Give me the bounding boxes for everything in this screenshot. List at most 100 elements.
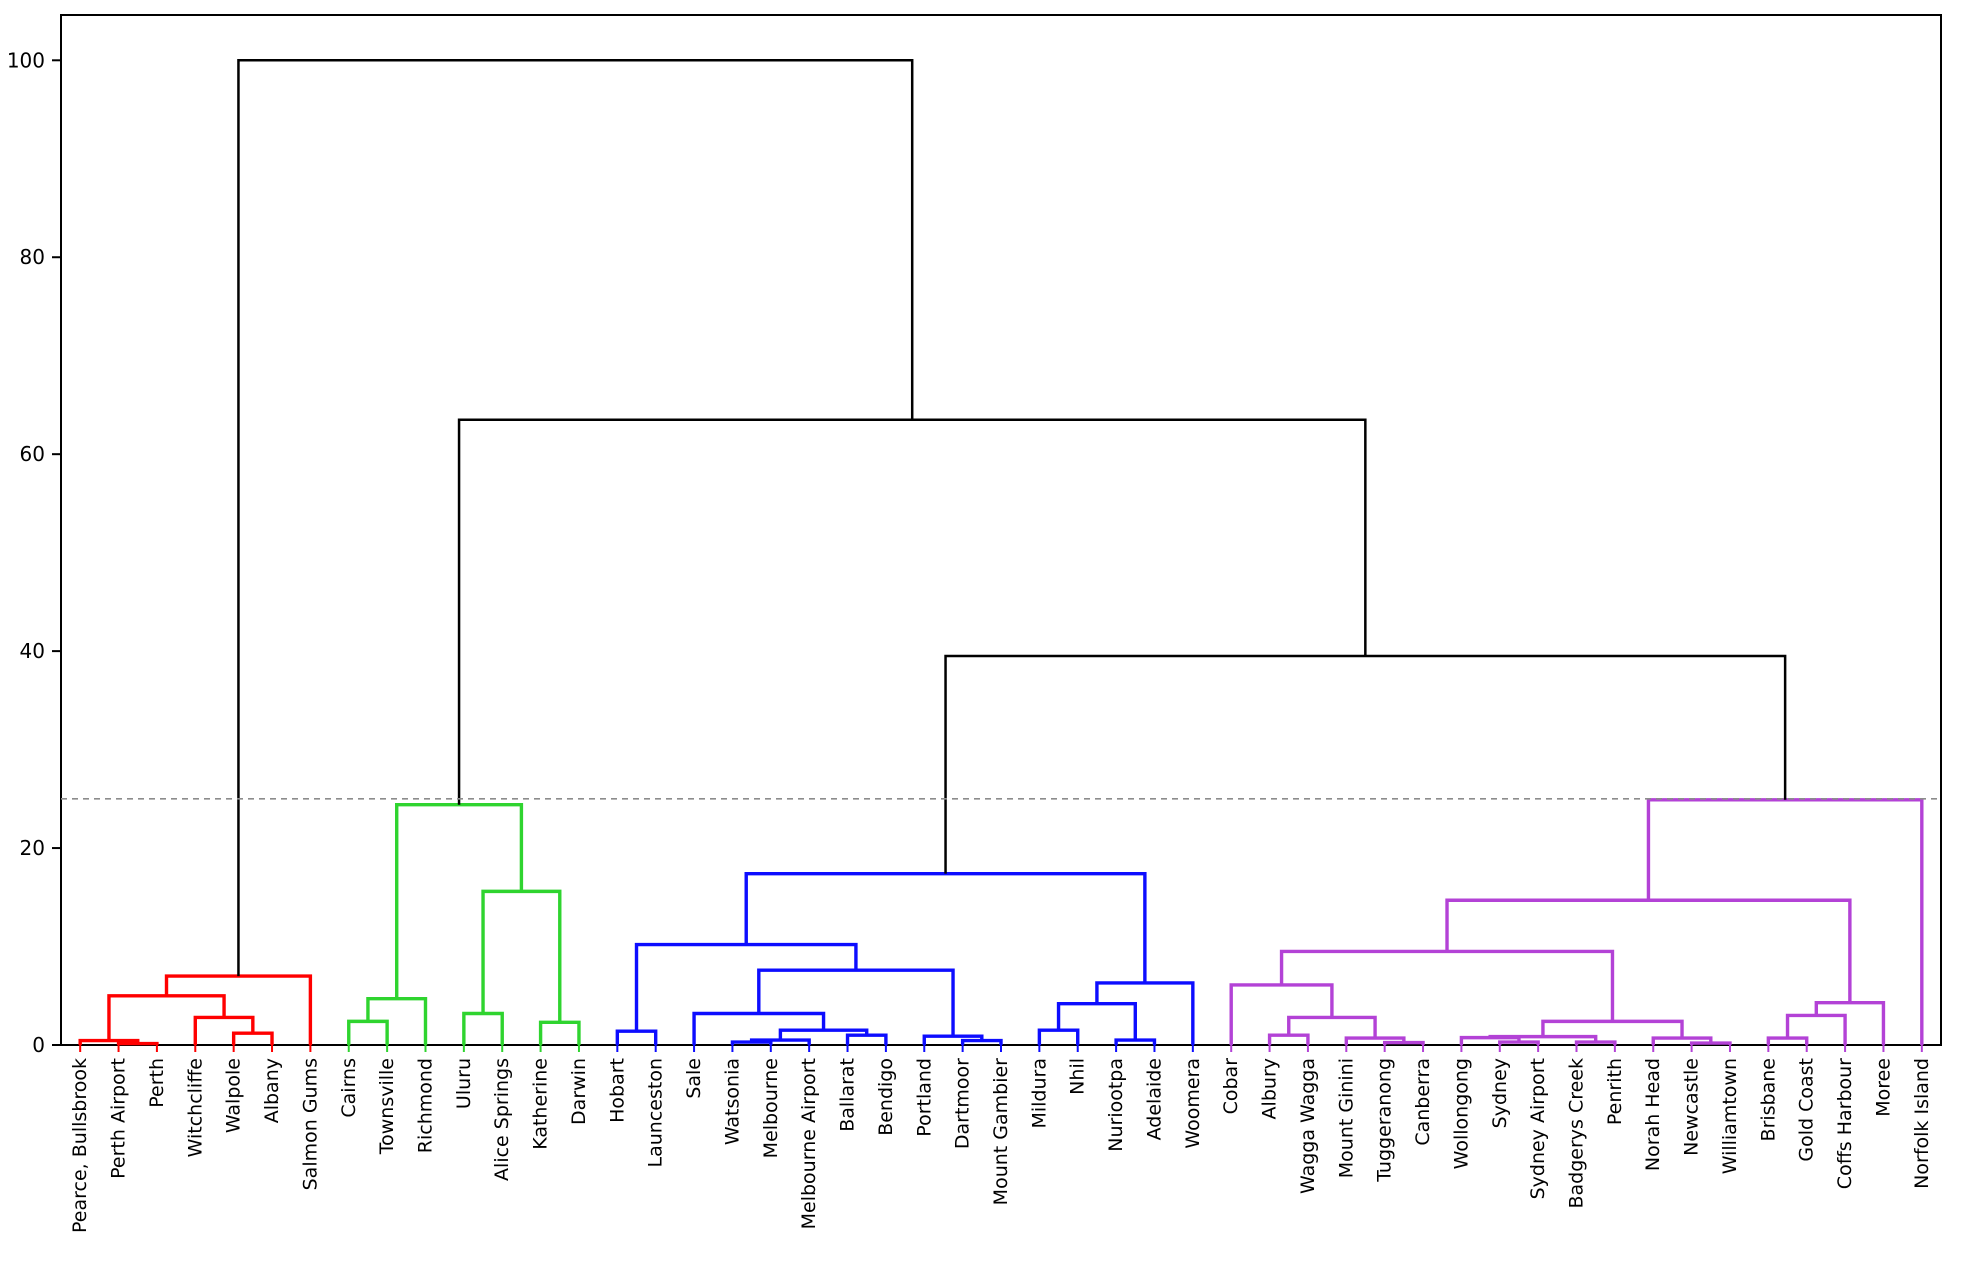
dendrogram-link-g3 xyxy=(462,1011,504,1045)
dendrogram-link-p17 xyxy=(1445,898,1852,1003)
dendrogram-link-b11 xyxy=(1037,1028,1080,1045)
dendrogram-link-p11 xyxy=(1651,1036,1713,1045)
dendrogram-link-b12 xyxy=(1114,1038,1157,1045)
leaf-label: Melbourne xyxy=(760,1058,782,1158)
leaf-label: Albury xyxy=(1259,1058,1281,1119)
leaf-label: Sale xyxy=(683,1058,705,1099)
dendrogram-link-p18 xyxy=(1646,798,1924,1045)
leaf-label: Sydney xyxy=(1489,1058,1511,1128)
leaf-label: Newcastle xyxy=(1681,1058,1703,1156)
y-tick-label: 80 xyxy=(20,245,45,269)
leaf-label: Ballarat xyxy=(837,1058,859,1132)
leaf-label: Wollongong xyxy=(1450,1058,1472,1169)
dendrogram-link-b1 xyxy=(615,1029,658,1045)
dendrogram-link-r2 xyxy=(78,1038,140,1045)
leaf-label: Bendigo xyxy=(875,1058,897,1136)
dendrogram-link-r3 xyxy=(231,1031,274,1045)
dendrogram-link-b15 xyxy=(744,871,1147,983)
leaf-label: Norfolk Island xyxy=(1911,1058,1933,1189)
dendrogram-link-b13 xyxy=(1056,1001,1137,1041)
leaf-label: Launceston xyxy=(645,1058,667,1167)
leaf-label: Walpole xyxy=(223,1058,245,1133)
dendrogram-link-p1 xyxy=(1267,1033,1310,1045)
dendrogram-link-p15 xyxy=(1785,1013,1847,1045)
dendrogram-link-g2 xyxy=(366,997,428,1045)
leaf-label: Mildura xyxy=(1028,1058,1050,1129)
leaf-label: Woomera xyxy=(1182,1058,1204,1149)
dendrogram-link-b5 xyxy=(778,1028,869,1041)
leaf-label: Norah Head xyxy=(1642,1058,1664,1171)
dendrogram-link-b4 xyxy=(845,1033,888,1045)
leaf-label: Sydney Airport xyxy=(1527,1058,1549,1199)
dendrogram-link-r1 xyxy=(116,1041,159,1046)
leaf-label: Portland xyxy=(913,1058,935,1137)
leaf-label: Hobart xyxy=(606,1058,628,1123)
leaf-label: Dartmoor xyxy=(952,1058,974,1149)
leaf-label: Moree xyxy=(1872,1058,1894,1117)
dendrogram-link-b3 xyxy=(749,1038,811,1045)
leaf-label: Penrith xyxy=(1604,1058,1626,1125)
leaf-label: Wagga Wagga xyxy=(1297,1058,1319,1194)
leaf-label: Nuriootpa xyxy=(1105,1058,1127,1152)
dendrogram-link-r4 xyxy=(193,1015,255,1045)
dendrogram-link-g6 xyxy=(395,803,524,999)
leaf-label: Witchcliffe xyxy=(184,1058,206,1157)
dendrogram-link-g1 xyxy=(347,1019,389,1045)
dendrogram-link-r5 xyxy=(107,994,226,1041)
y-tick-label: 20 xyxy=(20,836,45,860)
leaf-label: Watsonia xyxy=(721,1058,743,1145)
leaf-label: Williamtown xyxy=(1719,1058,1741,1174)
leaf-label: Badgerys Creek xyxy=(1566,1058,1588,1209)
dendrogram-link-k3 xyxy=(237,59,914,977)
leaf-label: Salmon Gums xyxy=(299,1058,321,1190)
dendrogram-link-p2 xyxy=(1382,1040,1425,1045)
leaf-label: Darwin xyxy=(568,1058,590,1125)
leaf-label: Richmond xyxy=(414,1058,436,1153)
dendrogram-link-k1 xyxy=(944,654,1787,874)
leaf-label: Uluru xyxy=(453,1058,475,1109)
dendrogram-link-b8 xyxy=(922,1034,984,1045)
leaf-label: Perth Airport xyxy=(108,1058,130,1179)
dendrogram-link-g5 xyxy=(481,889,562,1023)
dendrogram-link-p6 xyxy=(1498,1040,1540,1045)
dendrogram-link-p14 xyxy=(1766,1036,1809,1045)
leaf-label: Cairns xyxy=(338,1058,360,1118)
leaf-label: Gold Coast xyxy=(1796,1058,1818,1162)
leaf-label: Nhil xyxy=(1067,1058,1089,1095)
leaf-label: Albany xyxy=(261,1058,283,1123)
dendrogram-link-b9 xyxy=(757,968,955,1037)
y-tick-label: 40 xyxy=(20,639,45,663)
y-tick-label: 100 xyxy=(7,48,45,72)
leaf-label: Coffs Harbour xyxy=(1834,1058,1856,1189)
leaf-label: Mount Ginini xyxy=(1335,1058,1357,1178)
dendrogram-link-b14 xyxy=(1095,981,1195,1045)
leaf-label: Canberra xyxy=(1412,1058,1434,1146)
leaf-label: Townsville xyxy=(376,1058,398,1155)
dendrogram-link-g4 xyxy=(538,1020,581,1045)
leaf-label: Tuggeranong xyxy=(1374,1058,1396,1183)
leaf-label: Katherine xyxy=(530,1058,552,1150)
leaf-label: Alice Springs xyxy=(491,1058,513,1181)
dendrogram-link-p12 xyxy=(1541,1019,1684,1039)
leaf-label: Perth xyxy=(146,1058,168,1108)
y-tick-label: 60 xyxy=(20,442,45,466)
dendrogram-link-p3 xyxy=(1344,1036,1406,1045)
leaf-label: Cobar xyxy=(1220,1058,1242,1115)
dendrogram-link-b2 xyxy=(730,1040,773,1045)
dendrogram-link-p8 xyxy=(1574,1040,1617,1045)
dendrogram-link-b6 xyxy=(692,1011,826,1045)
plot-border xyxy=(60,14,1942,1046)
dendrogram-link-r6 xyxy=(164,974,313,1045)
y-tick-label: 0 xyxy=(32,1033,45,1057)
dendrogram-link-k2 xyxy=(457,418,1367,805)
leaf-label: Brisbane xyxy=(1757,1058,1779,1141)
dendrogram-link-p16 xyxy=(1814,1000,1886,1045)
leaf-label: Mount Gambier xyxy=(990,1058,1012,1205)
dendrogram-link-b7 xyxy=(960,1038,1003,1045)
dendrogram-link-p10 xyxy=(1689,1041,1732,1045)
leaf-label: Melbourne Airport xyxy=(798,1058,820,1229)
dendrogram-link-p4 xyxy=(1287,1015,1377,1039)
leaf-label: Pearce, Bullsbrook xyxy=(69,1058,91,1233)
